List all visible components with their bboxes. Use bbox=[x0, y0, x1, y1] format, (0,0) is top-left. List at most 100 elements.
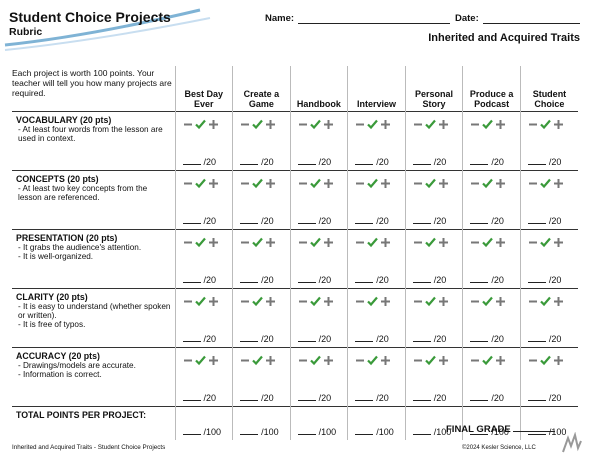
rating-icons bbox=[298, 178, 333, 188]
icons bbox=[355, 235, 395, 253]
icons bbox=[298, 176, 338, 194]
score: /20 bbox=[182, 393, 216, 403]
score: /20 bbox=[527, 157, 561, 167]
score-cell: /20 bbox=[289, 110, 348, 170]
score-cell: /20 bbox=[174, 228, 233, 288]
score-blank bbox=[470, 340, 489, 342]
score-text: /20 bbox=[491, 215, 504, 226]
score: /20 bbox=[297, 334, 331, 344]
score-blank bbox=[527, 433, 546, 435]
criterion-cell: PRESENTATION (20 pts) - It grabs the audi… bbox=[12, 228, 175, 288]
score: /20 bbox=[527, 275, 561, 285]
score-blank bbox=[355, 433, 374, 435]
rubric-table: Each project is worth 100 points. Your t… bbox=[12, 66, 578, 440]
rating-icons bbox=[528, 355, 563, 365]
score: /20 bbox=[527, 393, 561, 403]
score-blank bbox=[182, 281, 201, 283]
criterion-title: VOCABULARY (20 pts) bbox=[16, 114, 112, 125]
score: /20 bbox=[527, 334, 561, 344]
criterion-cell: ACCURACY (20 pts) - Drawings/models are a… bbox=[12, 346, 175, 406]
score-cell: /20 bbox=[232, 287, 291, 347]
score-text: /20 bbox=[318, 156, 332, 167]
score-text: /20 bbox=[376, 156, 389, 167]
score-cell: /20 bbox=[232, 228, 291, 288]
icons bbox=[240, 176, 280, 194]
score: /20 bbox=[240, 216, 274, 226]
score-cell: /20 bbox=[462, 169, 521, 229]
score: /20 bbox=[412, 274, 447, 285]
score-cell: /20 bbox=[462, 110, 521, 170]
score-blank bbox=[412, 340, 431, 342]
score-cell: /20 bbox=[289, 346, 348, 406]
rating-icons bbox=[241, 119, 276, 129]
score: /20 bbox=[182, 156, 217, 167]
rating-icons bbox=[413, 237, 448, 247]
column-header: Personal Story bbox=[404, 66, 463, 111]
score: /20 bbox=[412, 393, 446, 403]
rating-icons bbox=[413, 296, 448, 306]
score: /100 bbox=[240, 427, 279, 437]
rating-icons bbox=[356, 296, 391, 306]
criterion-title: CONCEPTS (20 pts) bbox=[16, 173, 99, 184]
score-cell: /20 bbox=[174, 169, 233, 229]
criterion-row: CONCEPTS (20 pts) - At least two key conc… bbox=[12, 169, 578, 229]
icons bbox=[298, 235, 338, 253]
criterion-bullet: - Drawings/models are accurate. bbox=[18, 360, 136, 370]
score-cell: /20 bbox=[462, 287, 521, 347]
rating-icons bbox=[356, 178, 391, 188]
icons bbox=[240, 294, 280, 312]
score-blank bbox=[355, 163, 374, 165]
icons bbox=[470, 353, 510, 371]
criterion-bullet: - At least four words from the lesson ar… bbox=[18, 124, 163, 143]
column-header: Handbook bbox=[289, 66, 348, 111]
rating-icons bbox=[471, 237, 506, 247]
score: /20 bbox=[297, 216, 331, 226]
score-cell: /20 bbox=[404, 228, 463, 288]
criterion-bullet: - It grabs the audience's attention. bbox=[18, 242, 142, 252]
score-cell: /100 bbox=[519, 405, 578, 440]
score-text: /20 bbox=[203, 333, 217, 344]
rating-icons bbox=[183, 119, 218, 129]
rating-icons bbox=[471, 178, 506, 188]
score-blank bbox=[412, 281, 431, 283]
rating-icons bbox=[471, 296, 506, 306]
icons bbox=[183, 235, 223, 253]
score-cell: /20 bbox=[289, 169, 348, 229]
score-text: /20 bbox=[203, 215, 217, 226]
score-text: /20 bbox=[203, 274, 217, 285]
rating-icons bbox=[528, 296, 563, 306]
score-blank bbox=[182, 222, 201, 224]
icons bbox=[355, 353, 395, 371]
rating-icons bbox=[356, 355, 391, 365]
criterion-row: CLARITY (20 pts) - It is easy to understa… bbox=[12, 287, 578, 347]
score-blank bbox=[355, 222, 374, 224]
icons bbox=[298, 117, 338, 135]
score-cell: /20 bbox=[519, 287, 578, 347]
score-blank bbox=[297, 222, 316, 224]
total-label: TOTAL POINTS PER PROJECT: bbox=[16, 409, 147, 420]
rating-icons bbox=[183, 355, 218, 365]
criterion-title: CLARITY (20 pts) bbox=[16, 291, 88, 302]
rating-icons bbox=[413, 355, 448, 365]
score: /100 bbox=[527, 427, 566, 437]
score-text: /100 bbox=[318, 426, 337, 437]
score: /100 bbox=[182, 427, 221, 437]
score-blank bbox=[182, 399, 201, 401]
score: /20 bbox=[355, 216, 389, 226]
score-blank bbox=[527, 340, 546, 342]
criterion-bullet: - It is well-organized. bbox=[18, 251, 94, 261]
rating-icons bbox=[471, 119, 506, 129]
score-cell: /20 bbox=[347, 287, 406, 347]
score: /20 bbox=[470, 393, 504, 403]
total-row: TOTAL POINTS PER PROJECT: /100/100/100/10… bbox=[12, 405, 578, 440]
score-cell: /20 bbox=[519, 169, 578, 229]
icons bbox=[298, 294, 338, 312]
score: /100 bbox=[412, 427, 451, 437]
score-cell: /20 bbox=[174, 346, 233, 406]
icons bbox=[413, 117, 453, 135]
score: /20 bbox=[297, 156, 332, 167]
score-text: /20 bbox=[203, 156, 217, 167]
score-text: /20 bbox=[433, 274, 447, 285]
rating-icons bbox=[183, 237, 218, 247]
icons bbox=[528, 294, 568, 312]
